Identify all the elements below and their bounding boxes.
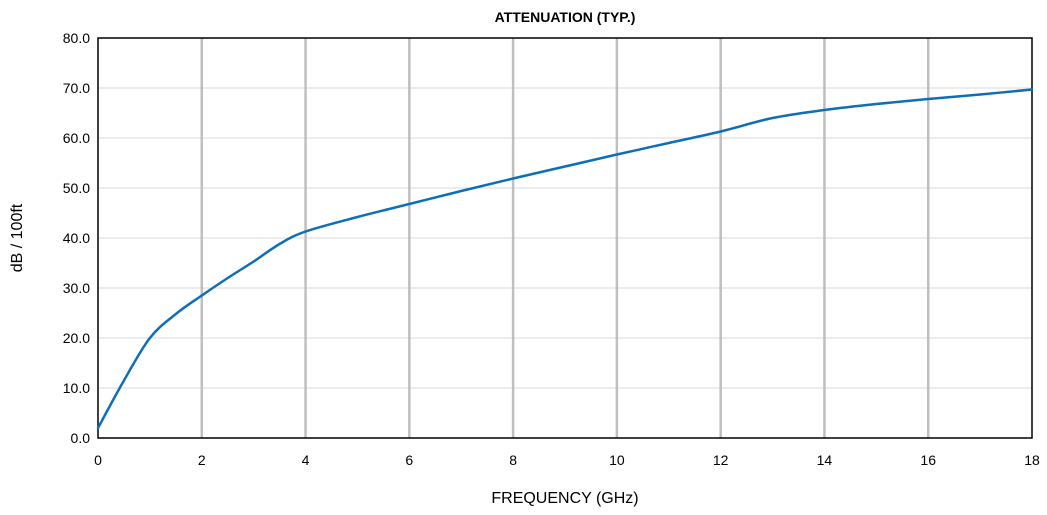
chart-title: ATTENUATION (TYP.) xyxy=(495,9,636,25)
x-axis-label: FREQUENCY (GHz) xyxy=(491,490,638,507)
x-tick-label: 12 xyxy=(713,452,729,468)
x-tick-label: 6 xyxy=(405,452,413,468)
x-tick-label: 8 xyxy=(509,452,517,468)
y-tick-label: 10.0 xyxy=(63,380,90,396)
y-tick-label: 80.0 xyxy=(63,30,90,46)
y-tick-label: 20.0 xyxy=(63,330,90,346)
y-tick-label: 30.0 xyxy=(63,280,90,296)
y-tick-label: 50.0 xyxy=(63,180,90,196)
x-tick-label: 14 xyxy=(817,452,833,468)
series-group xyxy=(96,88,1034,430)
plot-area-frame xyxy=(97,37,1033,439)
y-axis-label: dB / 100ft xyxy=(9,203,26,272)
gridlines xyxy=(98,38,1032,438)
x-axis-ticks: 0 2 4 6 8 10 12 14 16 18 xyxy=(94,452,1040,468)
attenuation-series-line xyxy=(96,88,1034,430)
y-tick-label: 60.0 xyxy=(63,130,90,146)
x-tick-label: 2 xyxy=(198,452,206,468)
y-axis-ticks: 0.0 10.0 20.0 30.0 40.0 50.0 60.0 70.0 80.0 xyxy=(63,30,90,446)
x-tick-label: 18 xyxy=(1024,452,1040,468)
x-tick-label: 4 xyxy=(302,452,310,468)
y-tick-label: 0.0 xyxy=(71,430,91,446)
x-tick-label: 16 xyxy=(920,452,936,468)
y-tick-label: 70.0 xyxy=(63,80,90,96)
x-tick-label: 10 xyxy=(609,452,625,468)
y-tick-label: 40.0 xyxy=(63,230,90,246)
x-tick-label: 0 xyxy=(94,452,102,468)
